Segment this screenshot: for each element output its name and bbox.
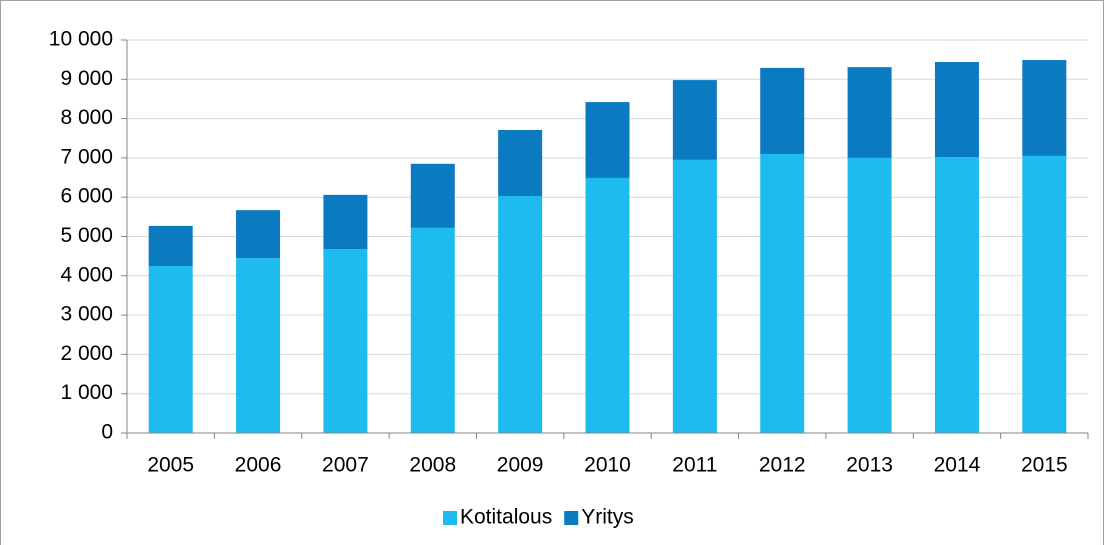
bar-segment	[934, 62, 979, 158]
bar-segment	[1022, 155, 1067, 433]
bar-segment	[410, 163, 455, 228]
x-tick-label: 2014	[934, 454, 981, 477]
bar-segment	[148, 265, 193, 433]
x-tick-label: 2013	[846, 454, 893, 477]
y-tick-label: 2 000	[60, 342, 113, 365]
x-tick-label: 2012	[759, 454, 806, 477]
y-tick-label: 1 000	[60, 381, 113, 404]
y-tick-label: 7 000	[60, 145, 113, 168]
bar-segment	[323, 194, 368, 250]
bar-segment	[585, 177, 630, 433]
bar-segment	[236, 210, 281, 259]
y-tick-label: 6 000	[60, 185, 113, 208]
x-tick-label: 2009	[497, 454, 544, 477]
bar-segment	[148, 225, 193, 266]
legend-label: Kotitalous	[460, 506, 552, 529]
x-tick-label: 2005	[147, 454, 194, 477]
x-tick-label: 2006	[235, 454, 282, 477]
bar-segment	[847, 157, 892, 433]
bar-segment	[323, 249, 368, 433]
legend-swatch	[443, 511, 457, 525]
x-tick-label: 2007	[322, 454, 369, 477]
bar-segment	[672, 80, 717, 160]
y-tick-label: 5 000	[60, 224, 113, 247]
bar-segment	[934, 157, 979, 433]
y-tick-label: 10 000	[49, 28, 113, 51]
bar-segment	[498, 196, 543, 433]
x-tick-label: 2008	[409, 454, 456, 477]
x-tick-label: 2010	[584, 454, 631, 477]
y-tick-label: 0	[101, 421, 113, 444]
legend-swatch	[564, 511, 579, 525]
bar-segment	[585, 102, 630, 178]
y-tick-label: 3 000	[60, 303, 113, 326]
x-tick-label: 2015	[1021, 454, 1068, 477]
y-tick-label: 9 000	[60, 67, 113, 90]
bar-segment	[410, 227, 455, 433]
x-tick-label: 2011	[672, 454, 717, 477]
bar-segment	[498, 129, 543, 197]
bar-segment	[1022, 60, 1067, 156]
legend-label: Yritys	[581, 506, 634, 529]
bar-segment	[847, 67, 892, 158]
bar-segment	[672, 159, 717, 434]
y-tick-label: 4 000	[60, 263, 113, 286]
bar-segment	[236, 258, 281, 433]
bar-segment	[760, 67, 805, 154]
y-tick-label: 8 000	[60, 106, 113, 129]
bar-segment	[760, 153, 805, 433]
